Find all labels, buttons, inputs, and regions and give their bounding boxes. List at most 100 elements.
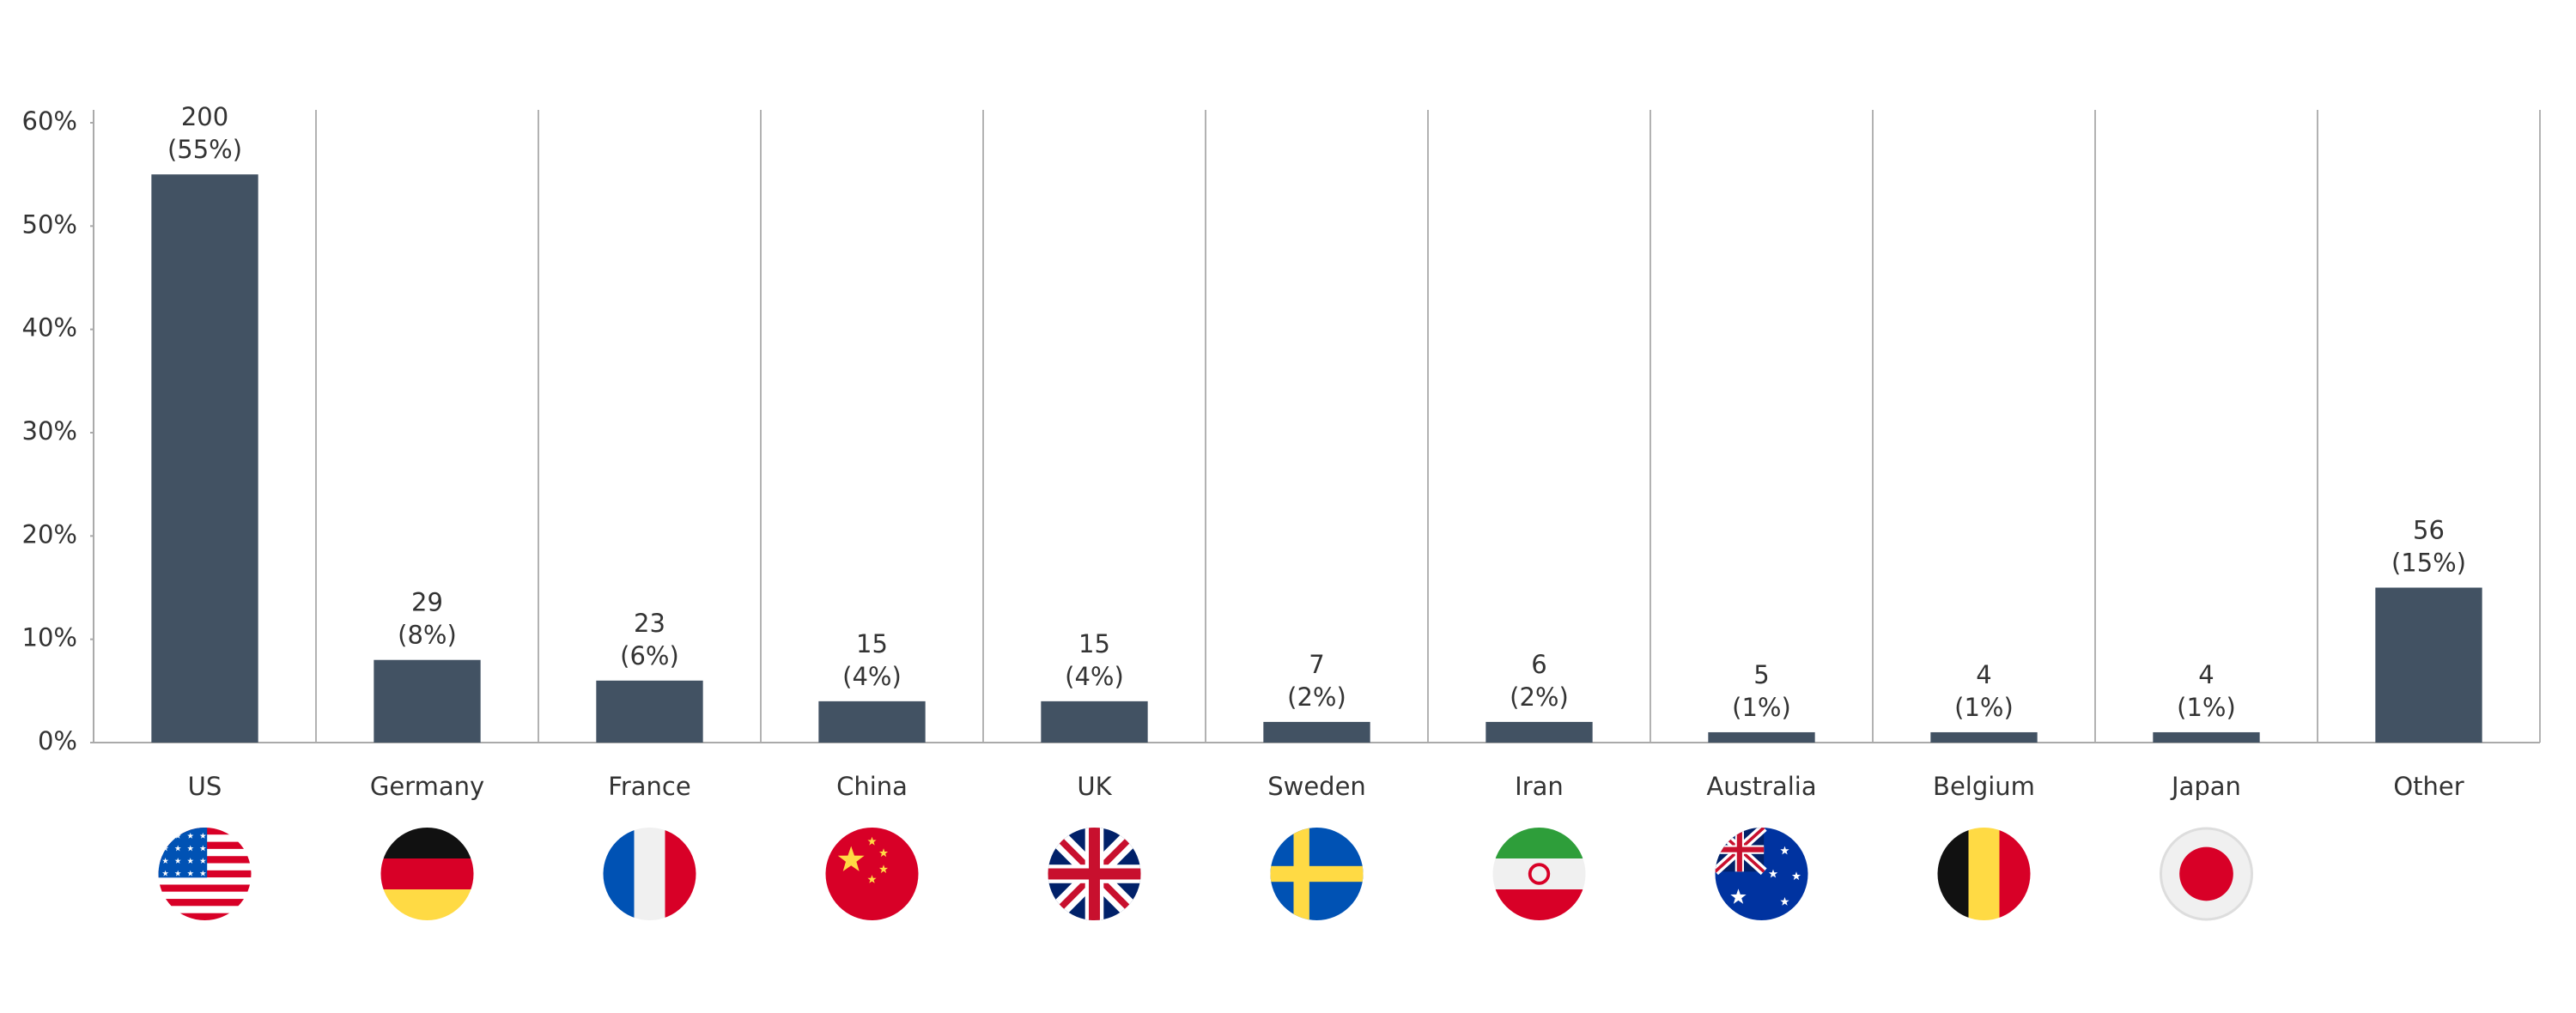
bar — [374, 659, 481, 743]
x-tick-label: Belgium — [1933, 772, 2035, 801]
bar — [1041, 701, 1148, 743]
flag-part — [2179, 846, 2233, 901]
flag-star — [162, 832, 169, 839]
flag-part — [1492, 828, 1586, 858]
x-tick-label: Sweden — [1267, 772, 1366, 801]
flag-part — [158, 899, 252, 907]
flag-star — [1791, 871, 1801, 881]
flag-part — [1528, 863, 1551, 885]
count-label: 6 — [1531, 650, 1546, 679]
flag-part — [1736, 828, 1742, 872]
value-label: (1%) — [2177, 693, 2236, 722]
flag — [1492, 828, 1586, 920]
flag-star — [1780, 897, 1789, 906]
flag-star — [1768, 869, 1778, 878]
flag-star — [837, 846, 865, 871]
y-tick-label: 20% — [22, 519, 77, 549]
flag-part — [158, 828, 208, 878]
count-label: 29 — [411, 588, 443, 617]
y-tick-label: 50% — [22, 209, 77, 239]
flag — [1048, 828, 1141, 920]
flag — [158, 828, 252, 920]
flag-star — [878, 848, 889, 858]
value-label: (15%) — [2391, 549, 2466, 578]
flag-star — [174, 845, 181, 852]
x-tick-label: Japan — [2170, 772, 2241, 801]
flag-part — [1999, 828, 2031, 920]
flag-star — [867, 836, 877, 846]
x-tick-label: France — [608, 772, 690, 801]
flag-star — [187, 858, 194, 864]
flag-star — [174, 858, 181, 864]
flag-part — [1968, 828, 2000, 920]
count-label: 56 — [2413, 516, 2445, 545]
flag — [1715, 828, 1808, 920]
y-tick-label: 10% — [22, 623, 77, 652]
count-label: 4 — [1976, 660, 1991, 689]
flag-star — [878, 864, 889, 873]
y-tick-label: 40% — [22, 313, 77, 343]
flag-star — [1730, 889, 1747, 904]
flag-star — [199, 858, 206, 864]
x-tick-label: China — [836, 772, 908, 801]
count-label: 23 — [634, 609, 665, 638]
value-label: (4%) — [1065, 662, 1124, 691]
bar — [1263, 721, 1370, 743]
bar — [151, 174, 258, 743]
flag-part — [158, 877, 252, 885]
flag — [1270, 828, 1364, 920]
flag-part — [1492, 889, 1586, 920]
flag-star — [187, 845, 194, 852]
flag-star — [199, 870, 206, 877]
value-label: (8%) — [398, 621, 457, 650]
bar — [2153, 731, 2260, 743]
flag-star — [199, 845, 206, 852]
bar — [818, 701, 926, 743]
value-label: (1%) — [1732, 693, 1791, 722]
flag-border — [2160, 827, 2253, 921]
flag-star — [867, 875, 877, 883]
flag-part — [380, 889, 474, 920]
flag-part — [634, 828, 665, 920]
x-tick-label: UK — [1077, 772, 1112, 801]
count-label: 200 — [181, 102, 228, 131]
flag-part — [1937, 828, 1969, 920]
y-tick-label: 0% — [38, 726, 77, 755]
count-label: 7 — [1309, 650, 1324, 679]
flag-star — [199, 832, 206, 839]
flag-star — [162, 870, 169, 877]
bar — [1930, 731, 2038, 743]
flag-part — [1293, 828, 1309, 920]
value-label: (2%) — [1510, 682, 1569, 712]
flag — [603, 828, 696, 920]
flag-part — [1270, 865, 1364, 883]
value-label: (55%) — [167, 135, 242, 164]
flag — [380, 828, 474, 920]
y-tick-label: 60% — [22, 106, 77, 136]
value-label: (2%) — [1287, 682, 1346, 712]
x-tick-label: US — [188, 772, 222, 801]
flag-part — [158, 913, 252, 920]
flag-part — [158, 884, 252, 892]
x-tick-label: Germany — [370, 772, 484, 801]
flag-star — [162, 858, 169, 864]
bar — [1485, 721, 1593, 743]
bar — [1708, 731, 1815, 743]
x-tick-label: Australia — [1706, 772, 1816, 801]
value-label: (1%) — [1954, 693, 2014, 722]
flag-part — [380, 858, 474, 889]
bar — [596, 680, 703, 743]
flag — [1937, 828, 2031, 920]
flag — [825, 828, 919, 920]
x-tick-label: Iran — [1515, 772, 1564, 801]
flag-star — [187, 870, 194, 877]
count-label: 15 — [856, 629, 888, 658]
y-tick-label: 30% — [22, 416, 77, 446]
flag-part — [1089, 828, 1100, 920]
count-label: 5 — [1753, 660, 1769, 689]
flag-star — [174, 870, 181, 877]
flag — [2160, 828, 2253, 920]
value-label: (4%) — [842, 662, 902, 691]
flag-part — [603, 828, 635, 920]
